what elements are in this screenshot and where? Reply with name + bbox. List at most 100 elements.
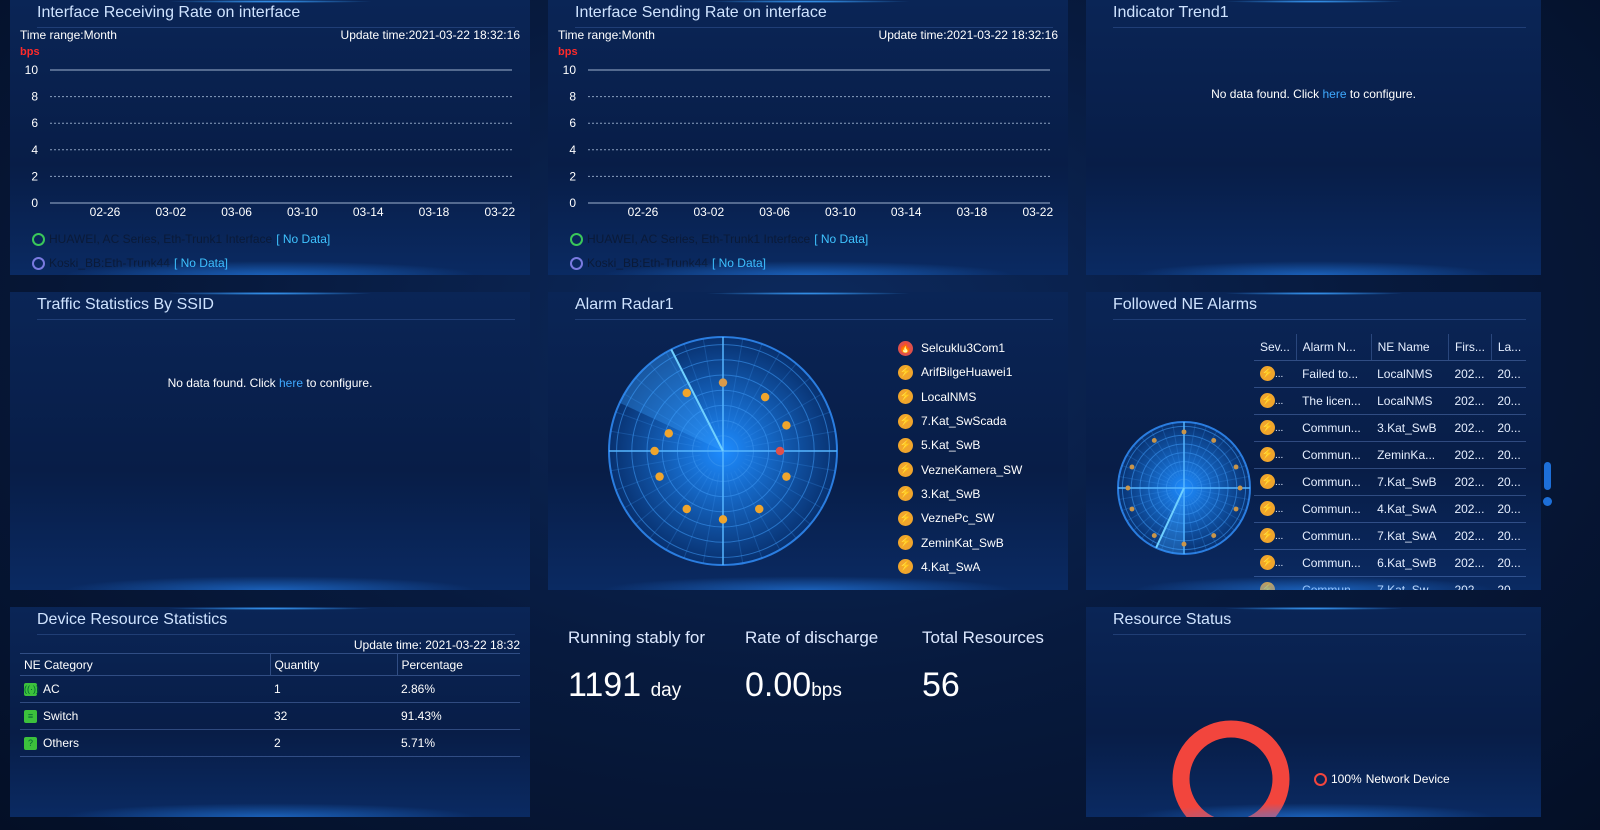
radar-point [1129, 464, 1135, 470]
device-resource-panel: Device Resource Statistics Update time: … [10, 607, 530, 817]
y-tick-label: 0 [31, 196, 38, 210]
device-name: 7.Kat_SwScada [921, 414, 1007, 429]
x-tick-label: 03-02 [155, 205, 186, 219]
unit-label: bps [558, 46, 578, 58]
alarm-cell: 20... [1491, 441, 1526, 469]
radar-point-3.Kat_SwB [682, 504, 691, 514]
panel-title: Alarm Radar1 [575, 296, 1053, 320]
alarm-row[interactable]: ⚡... Commun... 7.Kat_SwA 202... 20... [1254, 522, 1526, 550]
legend-item[interactable]: HUAWEI, AC Series, Eth-Trunk1 Interface[… [570, 232, 868, 246]
radar-chart[interactable] [607, 335, 847, 575]
alarm-row[interactable]: ⚡... Failed to... LocalNMS 202... 20... [1254, 360, 1526, 388]
device-table: NE Category Quantity Percentage ((·)) AC 1… [20, 653, 520, 757]
legend-status: [ No Data] [711, 256, 766, 270]
total-value: 56 [922, 666, 960, 704]
alarm-row[interactable]: ⚡...Commun...7.Kat_Sw...202...20... [1254, 576, 1526, 590]
radar-point-VezneKamera_SW [655, 472, 664, 481]
x-tick-label: 03-10 [825, 205, 856, 219]
radar-device-item[interactable]: ⚡ VeznePc_SW [898, 506, 1022, 530]
alarm-cell: 202... [1448, 549, 1492, 577]
device-name: VeznePc_SW [921, 511, 995, 526]
major-alarm-icon: ⚡ [898, 437, 913, 453]
legend-item[interactable]: HUAWEI, AC Series, Eth-Trunk1 Interface[… [32, 232, 330, 246]
col-header[interactable]: Alarm N... [1295, 334, 1372, 361]
major-alarm-icon: ⚡ [1260, 528, 1275, 544]
radar-point-5.Kat_SwB [650, 446, 659, 456]
device-row[interactable]: ≡ Switch 32 91.43% [20, 702, 520, 730]
radar-device-item[interactable]: ⚡ 4.Kat_SwA [898, 555, 1022, 579]
y-tick-label: 10 [25, 63, 39, 77]
major-alarm-icon: ⚡ [1260, 420, 1275, 436]
alarm-cell: ZeminKa... [1371, 441, 1449, 469]
severity-text: ... [1275, 476, 1284, 488]
radar-point [1125, 485, 1131, 491]
alarm-row[interactable]: ⚡... Commun... 7.Kat_SwB 202... 20... [1254, 468, 1526, 496]
alarm-row[interactable]: ⚡... Commun... 4.Kat_SwA 202... 20... [1254, 495, 1526, 523]
col-header[interactable]: Firs... [1447, 334, 1492, 361]
x-tick-label: 03-14 [353, 205, 384, 219]
radar-device-item[interactable]: ⚡ VezneKamera_SW [898, 457, 1022, 481]
radar-device-item[interactable]: ⚡ ZeminKat_SwB [898, 530, 1022, 554]
quantity-cell: 2 [270, 729, 397, 757]
category-cell: ((·)) AC [20, 675, 270, 703]
alarm-cell: 202... [1448, 360, 1492, 388]
alarm-cell: 20... [1491, 387, 1526, 415]
major-alarm-icon: ⚡ [898, 389, 913, 405]
col-percentage: Percentage [396, 653, 520, 676]
resource-status-panel: Resource Status 100% Network Device [1086, 607, 1541, 817]
radar-device-item[interactable]: ⚡ 3.Kat_SwB [898, 482, 1022, 506]
alarm-row[interactable]: ⚡... The licen... LocalNMS 202... 20... [1254, 387, 1526, 415]
alarm-row[interactable]: ⚡... Commun... 6.Kat_SwB 202... 20... [1254, 549, 1526, 577]
major-alarm-icon: ⚡ [898, 486, 913, 502]
panel-title: Interface Receiving Rate on interface [37, 4, 515, 28]
others-icon: ? [24, 737, 37, 751]
legend-item[interactable]: Koski_BB:Eth-Trunk44[ No Data] [570, 256, 766, 270]
radar-device-item[interactable]: ⚡ 7.Kat_SwScada [898, 409, 1022, 433]
discharge-unit: bps [811, 680, 842, 701]
alarm-cell: Failed to... [1296, 360, 1372, 388]
col-quantity: Quantity [269, 653, 397, 676]
radar-device-item[interactable]: 🔥 Selcuklu3Com1 [898, 336, 1022, 360]
alarm-cell: 202... [1448, 576, 1492, 590]
alarm-row[interactable]: ⚡... Commun... 3.Kat_SwB 202... 20... [1254, 414, 1526, 442]
col-header[interactable]: Sev... [1254, 334, 1297, 361]
device-row[interactable]: ((·)) AC 1 2.86% [20, 675, 520, 703]
radar-point-ArifBilgeHuawei1 [760, 392, 770, 402]
configure-link[interactable]: here [1322, 87, 1347, 101]
scrollbar-thumb[interactable] [1544, 462, 1551, 490]
device-row[interactable]: ? Others 2 5.71% [20, 729, 520, 757]
panel-title: Traffic Statistics By SSID [37, 296, 515, 320]
indicator-trend-panel: Indicator Trend1 No data found. Click he… [1086, 0, 1541, 275]
major-alarm-icon: ⚡ [1260, 582, 1275, 590]
col-header[interactable]: NE Name [1370, 334, 1449, 361]
x-tick-label: 03-06 [759, 205, 790, 219]
alarm-cell: 7.Kat_SwA [1371, 522, 1449, 550]
update-time: Update time: 2021-03-22 18:32 [353, 638, 520, 652]
alarm-radar-panel: Alarm Radar1 🔥 Selcuklu3Com1 ⚡ ArifBilgeHua… [548, 292, 1068, 590]
legend-name: Koski_BB:Eth-Trunk44 [49, 256, 170, 270]
radar-device-item[interactable]: ⚡ ArifBilgeHuawei1 [898, 360, 1022, 384]
resource-legend-item[interactable]: 100% Network Device [1314, 772, 1450, 786]
x-tick-label: 03-02 [693, 205, 724, 219]
panel-title: Followed NE Alarms [1113, 296, 1526, 320]
alarm-cell: 4.Kat_SwA [1371, 495, 1449, 523]
donut-slice-network-device [1172, 720, 1290, 817]
major-alarm-icon: ⚡ [1260, 447, 1275, 463]
scroll-dot[interactable] [1543, 497, 1552, 506]
major-alarm-icon: ⚡ [1260, 501, 1275, 517]
radar-point [1233, 464, 1239, 470]
alarm-row[interactable]: ⚡... Commun... ZeminKa... 202... 20... [1254, 441, 1526, 469]
device-name: 3.Kat_SwB [921, 486, 981, 501]
device-name: 4.Kat_SwA [921, 559, 981, 574]
configure-link[interactable]: here [279, 376, 304, 390]
radar-device-item[interactable]: ⚡ LocalNMS [898, 385, 1022, 409]
severity-text: ... [1275, 585, 1283, 590]
x-tick-label: 02-26 [90, 205, 121, 219]
discharge-label: Rate of discharge [745, 628, 879, 647]
resource-donut-chart[interactable] [1156, 707, 1306, 817]
ssid-traffic-panel: Traffic Statistics By SSID No data found… [10, 292, 530, 590]
radar-device-item[interactable]: ⚡ 5.Kat_SwB [898, 433, 1022, 457]
severity-cell: ⚡... [1254, 441, 1297, 469]
legend-item[interactable]: Koski_BB:Eth-Trunk44[ No Data] [32, 256, 228, 270]
col-header[interactable]: La... [1490, 334, 1526, 361]
